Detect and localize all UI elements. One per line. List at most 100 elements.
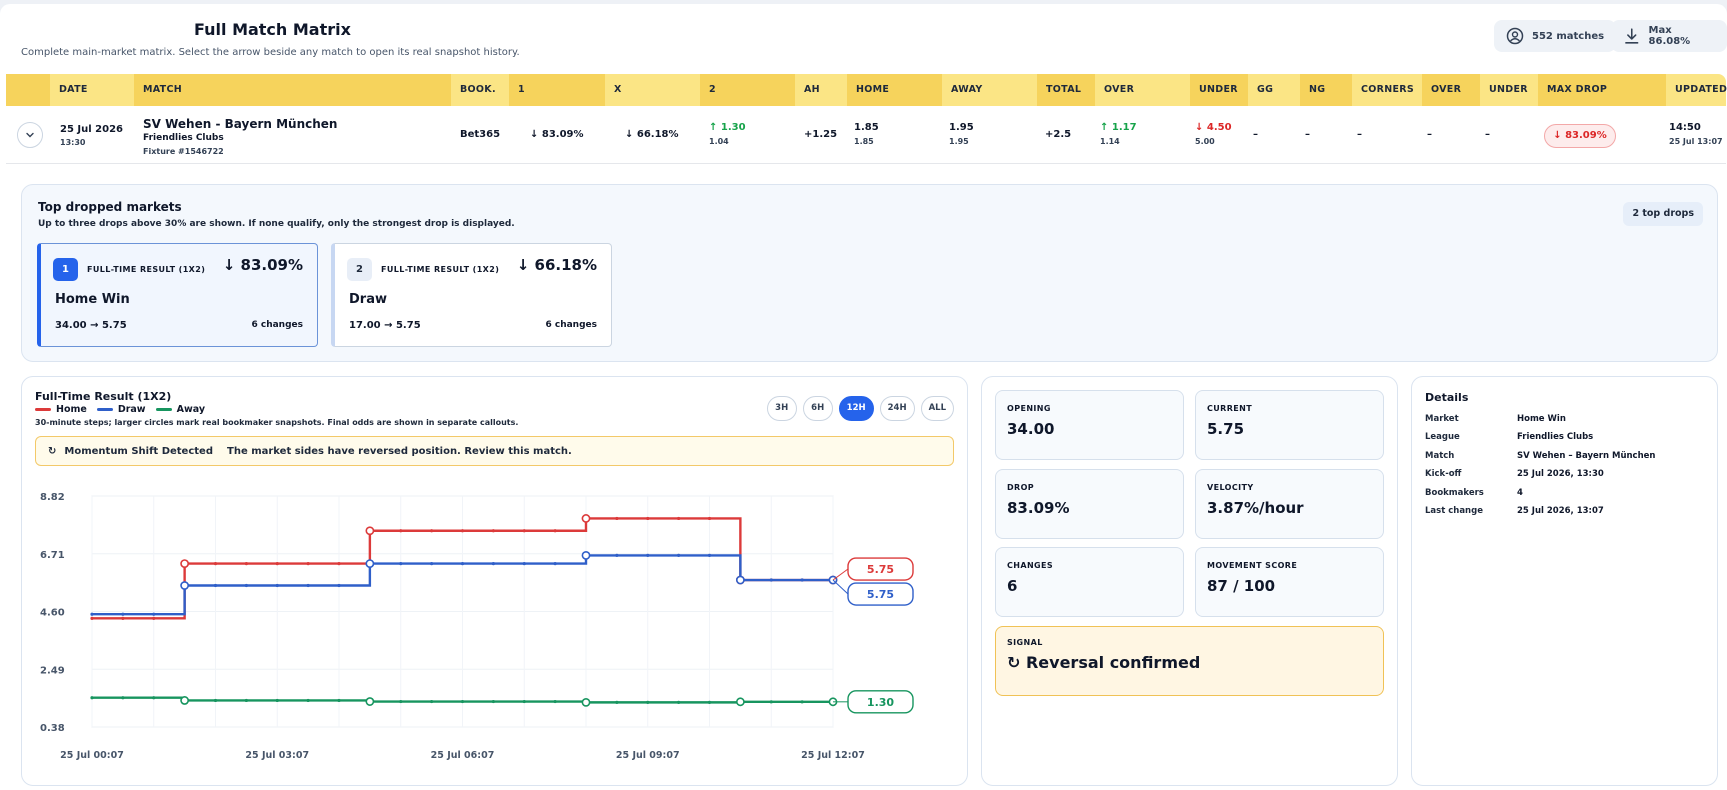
row-match[interactable]: SV Wehen - Bayern München [143, 117, 338, 131]
row-book: Bet365 [460, 129, 501, 140]
range-24h-button[interactable]: 24H [879, 396, 915, 421]
snapshot-point [581, 697, 591, 707]
table-row[interactable]: 25 Jul 2026 13:30 SV Wehen - Bayern Münc… [6, 106, 1726, 164]
range-all-button[interactable]: ALL [920, 396, 954, 421]
drop-changes: 6 changes [251, 320, 303, 330]
range-12h-button[interactable]: 12H [838, 396, 874, 421]
step-dot [677, 553, 681, 557]
step-dot [491, 562, 495, 566]
stat-score-value: 87 / 100 [1207, 577, 1276, 595]
x-tick-label: 25 Jul 03:07 [245, 750, 309, 761]
col-corners-under[interactable]: UNDER [1489, 84, 1528, 95]
step-dot [460, 699, 465, 704]
col-corners[interactable]: CORNERS [1361, 84, 1415, 95]
step-dot [430, 529, 434, 533]
stat-velocity-value: 3.87%/hour [1207, 499, 1304, 517]
col-x[interactable]: X [614, 84, 622, 95]
col-away[interactable]: AWAY [951, 84, 983, 95]
expand-row-button[interactable] [17, 122, 43, 148]
snapshot-point [180, 559, 190, 569]
max-drop-download-button[interactable]: Max 86.08% [1611, 20, 1727, 52]
detail-value: Home Win [1517, 414, 1566, 424]
stats-panel: OPENING 34.00 CURRENT 5.75 DROP 83.09% V… [981, 376, 1398, 786]
step-dot [213, 583, 218, 588]
x-tick-label: 25 Jul 06:07 [431, 750, 495, 761]
range-6h-button[interactable]: 6H [802, 396, 833, 421]
col-total[interactable]: TOTAL [1037, 74, 1095, 106]
step-dot [522, 699, 526, 704]
row-under-open: 5.00 [1195, 137, 1215, 146]
chart-legend: Home Draw Away [35, 404, 205, 415]
matches-count-label: 552 matches [1532, 30, 1605, 42]
col-over[interactable]: OVER [1104, 84, 1135, 95]
step-dot [306, 698, 310, 703]
step-dot [522, 562, 526, 566]
row-odd-2-open: 1.04 [709, 137, 729, 146]
step-dot [337, 698, 341, 703]
range-3h-button[interactable]: 3H [766, 396, 797, 421]
x-tick-label: 25 Jul 12:07 [801, 750, 865, 761]
step-dot [337, 562, 341, 566]
step-dot [275, 562, 279, 566]
col-under[interactable]: UNDER [1190, 74, 1248, 106]
col-book[interactable]: BOOK. [460, 84, 496, 95]
detail-key: Market [1425, 414, 1459, 424]
matches-icon [1506, 27, 1524, 45]
detail-value: Friendlies Clubs [1517, 432, 1594, 442]
detail-value: 25 Jul 2026, 13:07 [1517, 506, 1604, 516]
matches-count-button[interactable]: 552 matches [1494, 20, 1617, 52]
alert-title: Momentum Shift Detected [64, 445, 213, 457]
max-drop-label: Max 86.08% [1648, 25, 1691, 47]
drops-subtitle: Up to three drops above 30% are shown. I… [38, 219, 515, 229]
legend-home[interactable]: Home [35, 404, 87, 415]
step-dot [306, 583, 310, 588]
step-dot [430, 699, 434, 704]
detail-value: 4 [1517, 488, 1523, 498]
step-dot [90, 696, 94, 700]
col-1[interactable]: 1 [509, 74, 605, 106]
snapshot-point [581, 514, 591, 523]
page-subtitle: Complete main-market matrix. Select the … [21, 47, 520, 58]
row-odd-1: ↓ 83.09% [530, 129, 584, 140]
col-max-drop[interactable]: MAX DROP [1538, 74, 1666, 106]
row-total: +2.5 [1045, 129, 1072, 140]
stat-current-value: 5.75 [1207, 420, 1245, 438]
details-panel: Details Market Home Win League Friendlies … [1411, 376, 1718, 786]
drop-card-home-win[interactable]: 1 FULL-TIME RESULT (1X2) ↓ 83.09% Home W… [37, 243, 318, 347]
col-corners-over[interactable]: OVER [1422, 74, 1480, 106]
col-date[interactable]: DATE [59, 84, 88, 95]
y-tick-label: 0.38 [40, 723, 65, 734]
col-updated[interactable]: UPDATED [1675, 84, 1727, 95]
legend-home-label: Home [56, 404, 87, 415]
row-odd-x: ↓ 66.18% [625, 129, 679, 140]
snapshot-point [365, 526, 375, 536]
col-2[interactable]: 2 [700, 74, 795, 106]
stat-drop-value: 83.09% [1007, 499, 1070, 517]
stat-changes-value: 6 [1007, 577, 1018, 595]
step-dot [553, 699, 557, 704]
snapshot-point [180, 581, 190, 590]
step-dot [615, 516, 619, 521]
col-ah[interactable]: AH [804, 84, 820, 95]
page: Full Match Matrix Complete main-market m… [0, 4, 1727, 790]
step-dot [615, 700, 619, 704]
detail-key: Last change [1425, 506, 1483, 516]
momentum-alert: ↻ Momentum Shift Detected The market sid… [35, 436, 954, 466]
final-odds-callout-draw [847, 582, 914, 606]
col-gg[interactable]: GG [1257, 84, 1274, 95]
row-time: 13:30 [60, 138, 86, 147]
callout-leader [832, 579, 849, 595]
final-odds-callout-home [847, 557, 914, 581]
legend-away[interactable]: Away [155, 404, 205, 415]
stat-opening-value: 34.00 [1007, 420, 1055, 438]
step-dot [677, 516, 681, 521]
col-match[interactable]: MATCH [134, 74, 451, 106]
row-odd-2: ↑ 1.30 [709, 122, 746, 133]
legend-draw[interactable]: Draw [96, 404, 146, 415]
max-drop-badge: ↓ 83.09% [1544, 124, 1616, 148]
drop-card-draw[interactable]: 2 FULL-TIME RESULT (1X2) ↓ 66.18% Draw 1… [331, 243, 612, 347]
step-dot [152, 696, 156, 700]
step-dot [399, 529, 403, 533]
col-home[interactable]: HOME [847, 74, 942, 106]
col-ng[interactable]: NG [1300, 74, 1352, 106]
